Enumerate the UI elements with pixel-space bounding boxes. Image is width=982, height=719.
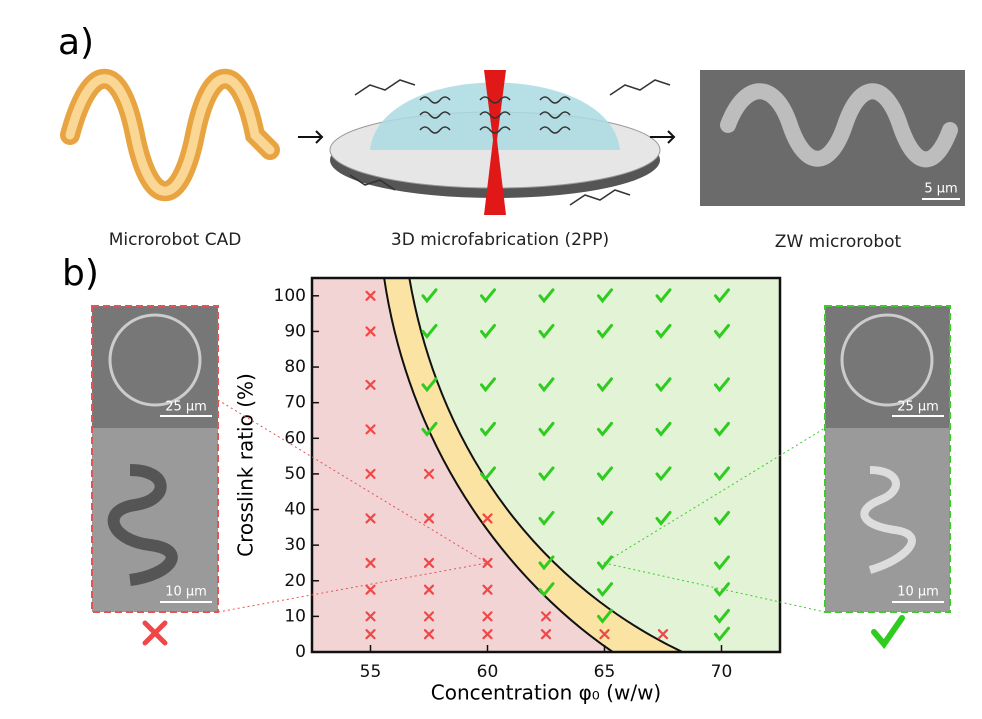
panel-label: a) bbox=[58, 22, 94, 63]
cad-helix-highlight bbox=[70, 79, 270, 192]
y-tick-label: 10 bbox=[284, 606, 306, 626]
y-tick-label: 20 bbox=[284, 571, 306, 591]
caption: 3D microfabrication (2PP) bbox=[391, 230, 609, 250]
y-tick-label: 80 bbox=[284, 357, 306, 377]
y-tick-label: 60 bbox=[284, 428, 306, 448]
x-axis-label: Concentration φ₀ (w/w) bbox=[431, 681, 661, 705]
caption: ZW microrobot bbox=[775, 232, 902, 252]
x-tick-label: 60 bbox=[477, 662, 499, 682]
caption: Microrobot CAD bbox=[109, 230, 242, 250]
scale-label: 25 µm bbox=[897, 400, 939, 415]
y-tick-label: 90 bbox=[284, 321, 306, 341]
y-tick-label: 100 bbox=[274, 286, 306, 306]
fail-symbol bbox=[145, 623, 165, 643]
y-tick-label: 40 bbox=[284, 500, 306, 520]
scale-label: 10 µm bbox=[165, 585, 207, 600]
arrow bbox=[298, 131, 322, 143]
scale-label: 5 µm bbox=[924, 182, 957, 197]
x-tick-label: 70 bbox=[711, 662, 733, 682]
figure: a) 5 µm Microrobot CAD 3D microfabricati… bbox=[0, 0, 982, 715]
scale-label: 25 µm bbox=[165, 400, 207, 415]
success-symbol bbox=[874, 618, 902, 644]
x-tick-label: 55 bbox=[360, 662, 382, 682]
y-axis-label: Crosslink ratio (%) bbox=[234, 373, 258, 557]
y-tick-label: 30 bbox=[284, 535, 306, 555]
scale-label: 10 µm bbox=[897, 585, 939, 600]
x-tick-label: 65 bbox=[594, 662, 616, 682]
y-tick-label: 0 bbox=[295, 642, 306, 662]
y-tick-label: 50 bbox=[284, 464, 306, 484]
panel-label: b) bbox=[62, 253, 99, 294]
y-tick-label: 70 bbox=[284, 393, 306, 413]
